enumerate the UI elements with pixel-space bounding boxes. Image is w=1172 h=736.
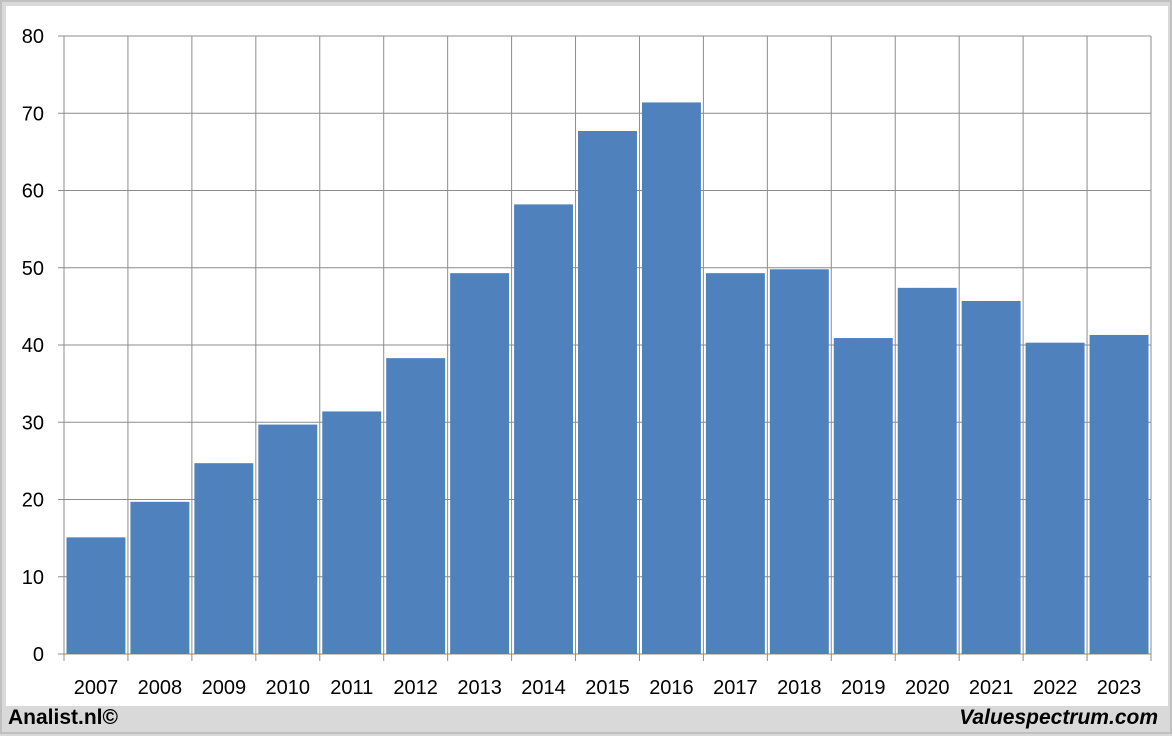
x-tick-label: 2020 bbox=[905, 677, 950, 699]
y-tick-label: 60 bbox=[22, 181, 44, 203]
x-tick-label: 2010 bbox=[266, 677, 311, 699]
x-tick-label: 2018 bbox=[777, 677, 822, 699]
y-tick-label: 70 bbox=[22, 103, 44, 125]
x-tick-label: 2009 bbox=[202, 677, 247, 699]
bar-2013 bbox=[450, 273, 510, 654]
bar-2023 bbox=[1089, 334, 1149, 654]
bar-2008 bbox=[130, 501, 190, 654]
bar-2020 bbox=[897, 287, 957, 654]
x-tick-label: 2021 bbox=[969, 677, 1014, 699]
x-tick-label: 2012 bbox=[393, 677, 438, 699]
bar-2019 bbox=[833, 338, 893, 654]
bar-2016 bbox=[641, 102, 701, 654]
bar-2009 bbox=[194, 463, 254, 654]
x-tick-label: 2008 bbox=[138, 677, 183, 699]
bar-2017 bbox=[705, 273, 765, 654]
x-tick-label: 2022 bbox=[1033, 677, 1078, 699]
y-tick-label: 30 bbox=[22, 412, 44, 434]
bar-2012 bbox=[386, 358, 446, 654]
bar-2014 bbox=[514, 204, 574, 654]
x-tick-label: 2007 bbox=[74, 677, 119, 699]
y-tick-label: 40 bbox=[22, 335, 44, 357]
x-tick-label: 2014 bbox=[521, 677, 566, 699]
bar-2011 bbox=[322, 411, 382, 654]
source-credit-right: Valuespectrum.com bbox=[959, 706, 1158, 729]
bar-2021 bbox=[961, 300, 1021, 654]
x-tick-label: 2023 bbox=[1097, 677, 1142, 699]
x-tick-label: 2013 bbox=[457, 677, 502, 699]
bar-2007 bbox=[66, 537, 126, 654]
x-tick-label: 2011 bbox=[330, 677, 373, 699]
y-tick-label: 0 bbox=[33, 644, 44, 666]
y-tick-label: 20 bbox=[22, 490, 44, 512]
bar-2010 bbox=[258, 424, 318, 654]
bar-2018 bbox=[769, 269, 829, 654]
x-tick-label: 2019 bbox=[841, 677, 886, 699]
y-tick-label: 50 bbox=[22, 258, 44, 280]
source-credit-left: Analist.nl© bbox=[8, 706, 118, 729]
x-tick-label: 2015 bbox=[585, 677, 630, 699]
x-tick-label: 2016 bbox=[649, 677, 694, 699]
y-tick-label: 80 bbox=[22, 26, 44, 48]
y-tick-label: 10 bbox=[22, 567, 44, 589]
bar-2022 bbox=[1025, 342, 1085, 654]
x-tick-label: 2017 bbox=[713, 677, 758, 699]
bar-2015 bbox=[578, 131, 637, 654]
